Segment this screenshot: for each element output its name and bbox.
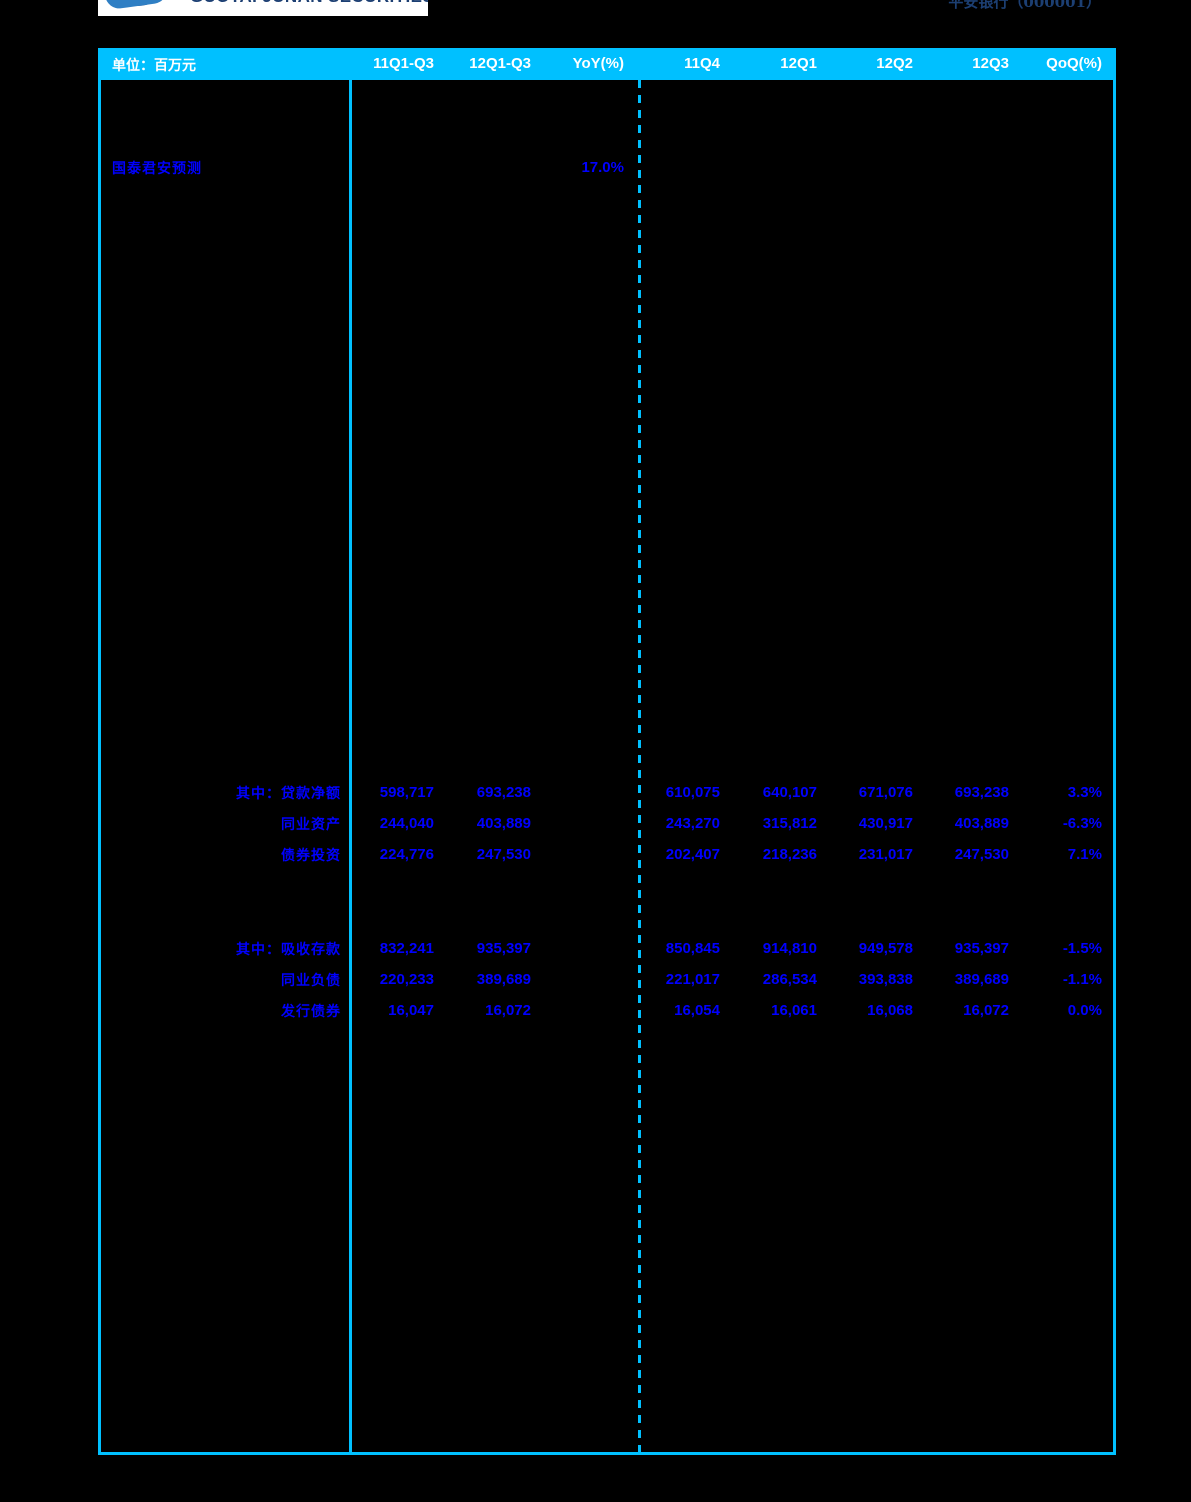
cell-r3-c12q1: 914,810 (762, 940, 817, 957)
unit-label: 单位：百万元 (112, 58, 196, 74)
brand-name-text: GUOTAI JUNAN SECURITIES (190, 0, 428, 7)
cell-r2-c11q1q3: 224,776 (379, 846, 434, 863)
row-label-r3: 其中：吸收存款 (236, 942, 341, 958)
cell-r1-c12q3: 403,889 (954, 815, 1009, 832)
cell-r2-c12q3: 247,530 (954, 846, 1009, 863)
cell-r5-c12q3: 16,072 (963, 1002, 1009, 1019)
table-row: 其中：贷款净额 598,717 693,238 610,075 640,107 671,0… (98, 783, 1116, 814)
column-header-c12q1: 12Q1 (780, 55, 817, 72)
cell-r4-c12q1q3: 389,689 (476, 971, 531, 988)
column-header-c11q4: 11Q4 (684, 55, 720, 72)
cell-r5-c12q1: 16,061 (771, 1002, 817, 1019)
table-row: 同业负债 220,233 389,689 221,017 286,534 393,838 3… (98, 970, 1116, 1001)
cell-r4-c11q4: 221,017 (665, 971, 720, 988)
cell-r5-c12q2: 16,068 (867, 1002, 913, 1019)
period-group-divider (638, 80, 641, 1455)
cell-r4-qoq: -1.1% (1062, 971, 1102, 988)
page-header: GUOTAI JUNAN SECURITIES 平安银行（000001） (0, 0, 1191, 16)
cell-r0-c12q1: 640,107 (762, 784, 817, 801)
column-header-c11q1q3: 11Q1-Q3 (373, 55, 434, 72)
cell-r3-c12q2: 949,578 (858, 940, 913, 957)
table-row: 同业资产 244,040 403,889 243,270 315,812 430,917 4… (98, 814, 1116, 845)
table-body (98, 80, 1116, 1455)
forecast-row: 国泰君安预测 17.0% (98, 158, 1116, 189)
cell-r3-c11q4: 850,845 (665, 940, 720, 957)
cell-r2-c11q4: 202,407 (665, 846, 720, 863)
cell-r5-qoq: 0.0% (1067, 1002, 1102, 1019)
document-title: 平安银行（000001） (948, 0, 1101, 11)
cell-r5-c11q4: 16,054 (674, 1002, 720, 1019)
guotai-junan-logo-icon (104, 0, 190, 11)
cell-r4-c12q3: 389,689 (954, 971, 1009, 988)
cell-r1-c12q2: 430,917 (858, 815, 913, 832)
cell-r0-c12q1q3: 693,238 (476, 784, 531, 801)
financial-table: 单位：百万元 11Q1-Q3 12Q1-Q3 YoY(%) 11Q4 12Q1 12Q2 1… (98, 48, 1116, 1458)
cell-r3-c11q1q3: 832,241 (379, 940, 434, 957)
column-header-c12q2: 12Q2 (876, 55, 913, 72)
row-label-r1: 同业资产 (281, 817, 341, 833)
table-row: 其中：吸收存款 832,241 935,397 850,845 914,810 949,5… (98, 939, 1116, 970)
logo-swoosh-shape (105, 0, 169, 11)
brand-logo-block: GUOTAI JUNAN SECURITIES (98, 0, 428, 16)
cell-forecast-yoy: 17.0% (581, 159, 624, 176)
cell-r2-c12q2: 231,017 (858, 846, 913, 863)
cell-r1-c11q1q3: 244,040 (379, 815, 434, 832)
table-header-row: 单位：百万元 11Q1-Q3 12Q1-Q3 YoY(%) 11Q4 12Q1 12Q2 1… (98, 48, 1116, 80)
column-header-yoy: YoY(%) (572, 55, 624, 72)
column-header-c12q3: 12Q3 (972, 55, 1009, 72)
cell-r4-c11q1q3: 220,233 (379, 971, 434, 988)
cell-r1-c12q1q3: 403,889 (476, 815, 531, 832)
cell-r0-c11q4: 610,075 (665, 784, 720, 801)
cell-r2-c12q1: 218,236 (762, 846, 817, 863)
cell-r1-qoq: -6.3% (1062, 815, 1102, 832)
row-label-r5: 发行债券 (281, 1004, 341, 1020)
row-label-r0: 其中：贷款净额 (236, 786, 341, 802)
cell-r3-qoq: -1.5% (1062, 940, 1102, 957)
cell-r0-c12q3: 693,238 (954, 784, 1009, 801)
cell-r4-c12q1: 286,534 (762, 971, 817, 988)
cell-r4-c12q2: 393,838 (858, 971, 913, 988)
cell-r0-qoq: 3.3% (1067, 784, 1102, 801)
table-row: 债券投资 224,776 247,530 202,407 218,236 231,017 2… (98, 845, 1116, 876)
table-row: 发行债券 16,047 16,072 16,054 16,061 16,068 16,072… (98, 1001, 1116, 1032)
column-header-c12q1q3: 12Q1-Q3 (469, 55, 531, 72)
cell-r2-c12q1q3: 247,530 (476, 846, 531, 863)
cell-r0-c11q1q3: 598,717 (379, 784, 434, 801)
row-label-r4: 同业负债 (281, 973, 341, 989)
column-header-qoq: QoQ(%) (1046, 55, 1102, 72)
cell-r3-c12q3: 935,397 (954, 940, 1009, 957)
cell-r5-c11q1q3: 16,047 (388, 1002, 434, 1019)
row-label-forecast: 国泰君安预测 (112, 161, 202, 177)
cell-r0-c12q2: 671,076 (858, 784, 913, 801)
cell-r1-c12q1: 315,812 (762, 815, 817, 832)
label-column-divider (349, 80, 352, 1455)
row-label-r2: 债券投资 (281, 848, 341, 864)
cell-r5-c12q1q3: 16,072 (485, 1002, 531, 1019)
cell-r3-c12q1q3: 935,397 (476, 940, 531, 957)
cell-r1-c11q4: 243,270 (665, 815, 720, 832)
cell-r2-qoq: 7.1% (1067, 846, 1102, 863)
